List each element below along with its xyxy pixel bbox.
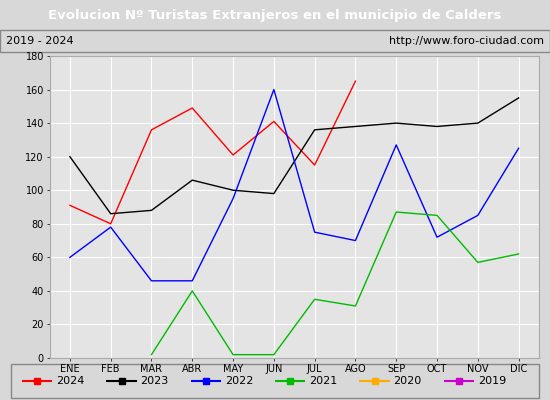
Text: 2023: 2023	[140, 376, 169, 386]
Text: http://www.foro-ciudad.com: http://www.foro-ciudad.com	[389, 36, 544, 46]
Text: 2022: 2022	[225, 376, 253, 386]
Text: 2020: 2020	[393, 376, 422, 386]
Text: 2021: 2021	[309, 376, 337, 386]
Text: Evolucion Nº Turistas Extranjeros en el municipio de Calders: Evolucion Nº Turistas Extranjeros en el …	[48, 8, 502, 22]
Text: 2019: 2019	[478, 376, 506, 386]
Text: 2019 - 2024: 2019 - 2024	[6, 36, 73, 46]
Text: 2024: 2024	[56, 376, 85, 386]
